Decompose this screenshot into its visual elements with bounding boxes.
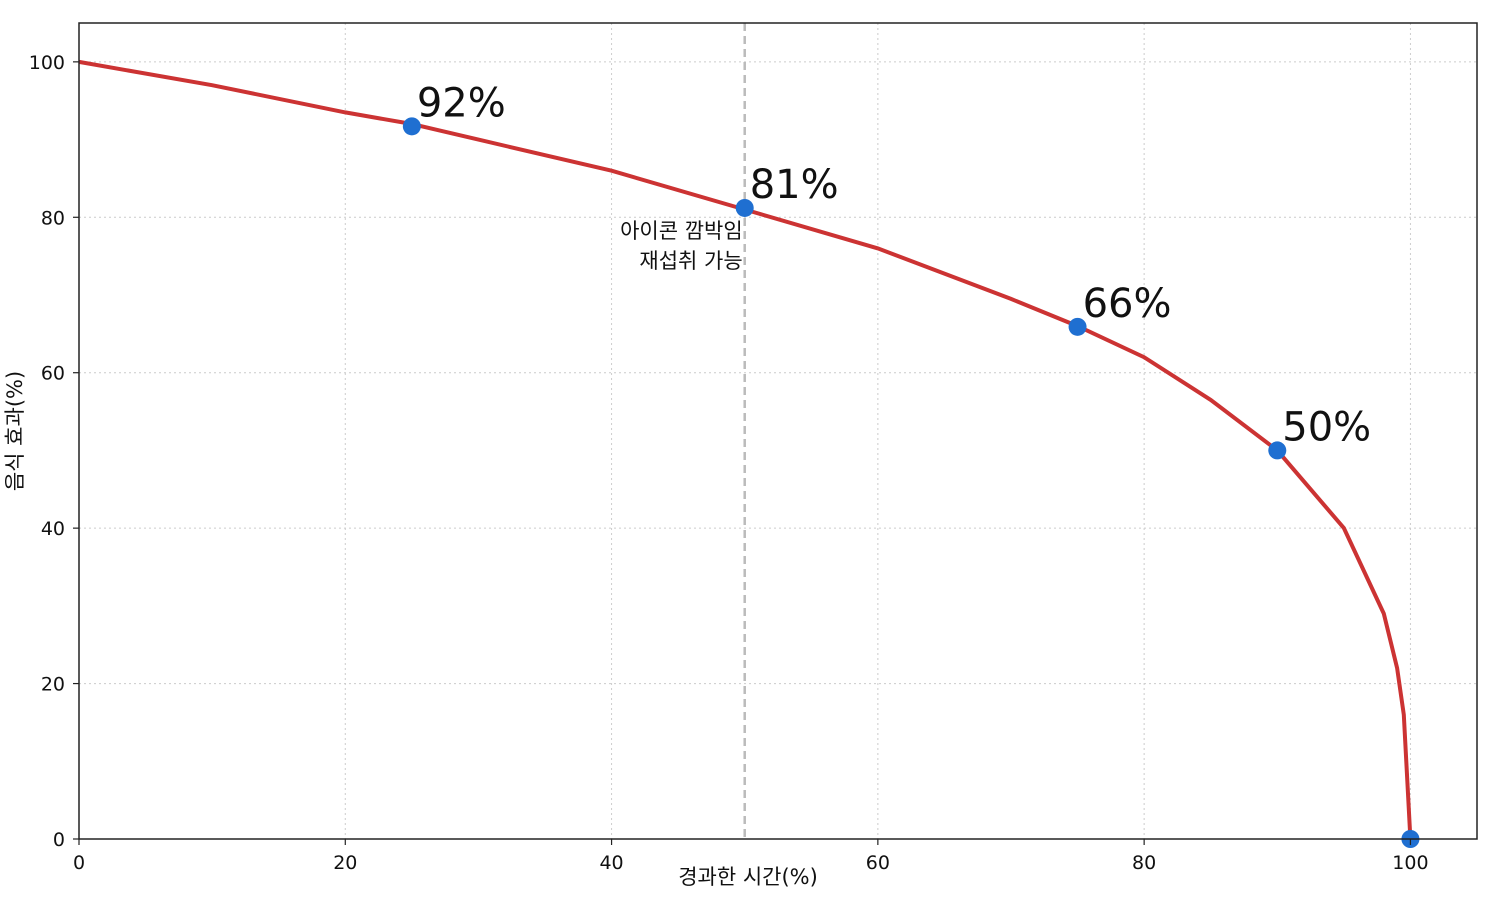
x-axis-title: 경과한 시간(%)	[678, 865, 818, 889]
y-tick-label: 40	[41, 518, 65, 540]
data-point	[1268, 441, 1287, 460]
y-tick-label: 80	[41, 207, 65, 229]
x-tick-label: 60	[866, 852, 890, 874]
plot-frame	[78, 22, 1478, 840]
effect-curve	[78, 59, 1413, 840]
y-tick-label: 100	[29, 52, 65, 74]
x-tick-label: 20	[333, 852, 357, 874]
data-point-label: 50%	[1282, 404, 1371, 450]
grid	[78, 23, 1477, 840]
data-point	[735, 198, 754, 217]
data-point-label: 66%	[1083, 281, 1172, 327]
data-point	[1068, 317, 1087, 336]
y-tick-label: 0	[53, 829, 65, 851]
data-point	[402, 117, 421, 136]
data-points	[402, 117, 1420, 848]
data-point-label: 81%	[750, 162, 839, 208]
data-point-label: 92%	[417, 80, 506, 126]
x-tick-label: 80	[1132, 852, 1156, 874]
x-tick-label: 40	[599, 852, 623, 874]
annotation-line-1: 아이콘 깜박임	[620, 219, 743, 243]
y-tick-label: 60	[41, 363, 65, 385]
point-labels: 92% 81% 66% 50%	[417, 80, 1371, 450]
y-axis: 0 20 40 60 80 100	[29, 52, 79, 851]
annotation-line-2: 재섭취 가능	[639, 249, 742, 273]
x-tick-label: 100	[1392, 852, 1428, 874]
x-tick-label: 0	[73, 852, 85, 874]
annotation: 아이콘 깜박임 재섭취 가능	[620, 219, 743, 273]
x-axis: 0 20 40 60 80 100	[73, 839, 1429, 874]
y-tick-label: 20	[41, 674, 65, 696]
y-axis-title: 음식 효과(%)	[3, 371, 27, 491]
